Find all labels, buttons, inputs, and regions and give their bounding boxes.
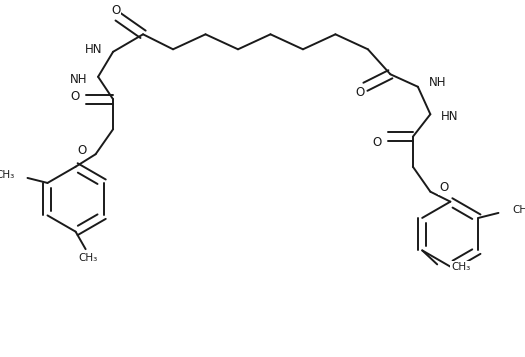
Text: HN: HN <box>442 110 459 123</box>
Text: CH₃: CH₃ <box>512 205 525 215</box>
Text: NH: NH <box>70 73 87 86</box>
Text: O: O <box>439 181 448 194</box>
Text: CH₃: CH₃ <box>0 170 15 180</box>
Text: NH: NH <box>429 76 446 89</box>
Text: CH₃: CH₃ <box>78 253 98 263</box>
Text: O: O <box>373 136 382 149</box>
Text: CH₃: CH₃ <box>451 262 470 272</box>
Text: O: O <box>77 144 87 157</box>
Text: HN: HN <box>85 43 102 56</box>
Text: O: O <box>356 86 365 99</box>
Text: O: O <box>70 90 80 103</box>
Text: O: O <box>111 4 120 17</box>
